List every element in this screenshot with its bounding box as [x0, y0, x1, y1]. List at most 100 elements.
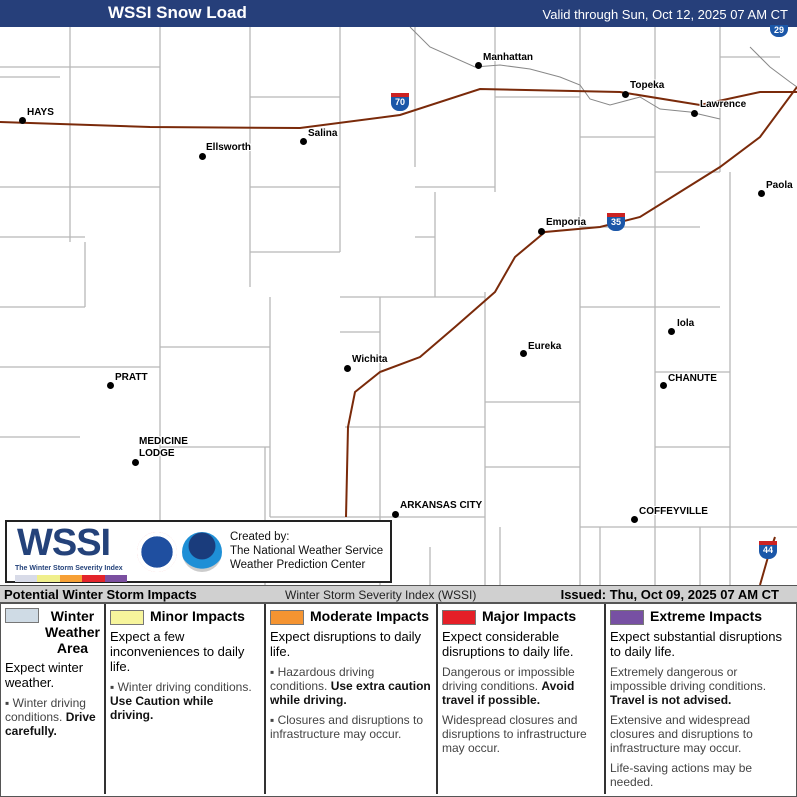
legend-heading: Moderate Impacts: [270, 608, 432, 625]
legend-item-emphasis: Avoid travel if possible.: [442, 678, 575, 707]
scale-swatch: [37, 575, 60, 582]
legend-label: Minor Impacts: [150, 608, 245, 624]
legend-item-text: Hazardous driving conditions.: [270, 664, 375, 693]
wssi-logo: WSSI: [17, 522, 111, 564]
legend-item-text: Winter driving conditions.: [117, 679, 252, 694]
city-label: Manhattan: [483, 52, 533, 63]
interstate-29-shield: 29: [770, 25, 788, 37]
legend-item: Widespread closures and disruptions to i…: [442, 713, 600, 755]
legend-lead: Expect a few inconveniences to daily lif…: [110, 628, 245, 674]
legend-heading: Extreme Impacts: [610, 608, 789, 625]
county-boundaries: [0, 27, 797, 585]
legend-item: Extensive and widespread closures and di…: [610, 713, 789, 755]
city-marker: [107, 382, 114, 389]
city-label: Wichita: [352, 354, 388, 365]
city-label: HAYS: [27, 107, 54, 118]
city-marker: [631, 516, 638, 523]
legend-item-emphasis: Drive carefully.: [5, 710, 96, 738]
legend-swatch: [610, 609, 644, 625]
city-marker: [475, 62, 482, 69]
legend-item-text: Extremely dangerous or impossible drivin…: [610, 664, 767, 693]
legend-lead: Expect considerable disruptions to daily…: [442, 628, 574, 659]
city-marker: [344, 365, 351, 372]
legend-winter-weather-area: Winter Weather Area Expect winter weather…: [1, 604, 106, 794]
city-label: CHANUTE: [668, 373, 717, 384]
city-marker: [691, 110, 698, 117]
legend-item-emphasis: Travel is not advised.: [610, 692, 732, 707]
wssi-subtitle: The Winter Storm Severity Index: [15, 565, 123, 572]
legend-item-text: Winter driving conditions.: [5, 696, 86, 724]
legend-heading: Minor Impacts: [110, 608, 260, 625]
map[interactable]: 70 35 29 44 HAYS Ellsworth Salina Manhattan…: [0, 25, 797, 585]
legend-label: Winter Weather Area: [45, 608, 100, 656]
legend-item-text: Dangerous or impossible driving conditio…: [442, 664, 575, 693]
legend-item: ▪ Winter driving conditions. Use Caution…: [110, 679, 252, 722]
creator-nws: The National Weather Service: [230, 545, 384, 557]
legend-swatch: [5, 608, 39, 623]
legend-heading: Major Impacts: [442, 608, 600, 625]
legend-item: Life-saving actions may be needed.: [610, 761, 789, 789]
city-marker: [392, 511, 399, 518]
city-marker: [199, 153, 206, 160]
scale-swatch: [59, 575, 83, 582]
created-by-label: Created by:: [230, 531, 290, 543]
legend-item-text: Widespread closures and disruptions to i…: [442, 712, 587, 755]
interstate-35-shield: 35: [607, 213, 625, 231]
city-marker: [132, 459, 139, 466]
legend-item-text: Closures and disruptions to infrastructu…: [270, 712, 424, 741]
legend-lead: Expect disruptions to daily life.: [270, 628, 422, 659]
wssi-logo-box: WSSI The Winter Storm Severity Index Cre…: [5, 520, 392, 583]
legend-item-emphasis: Use Caution while driving.: [110, 693, 214, 722]
creator-wpc: Weather Prediction Center: [230, 559, 366, 571]
city-marker: [300, 138, 307, 145]
legend-swatch: [270, 609, 304, 625]
city-label: Paola: [766, 180, 793, 191]
city-marker: [19, 117, 26, 124]
legend-lead: Expect winter weather.: [5, 660, 84, 690]
city-label: ARKANSAS CITY: [400, 500, 483, 511]
legend-item-text: Extensive and widespread closures and di…: [610, 712, 753, 755]
index-name: Winter Storm Severity Index (WSSI): [285, 588, 477, 602]
scale-swatch: [82, 575, 105, 582]
city-label: Eureka: [528, 341, 562, 352]
city-marker: [520, 350, 527, 357]
city-label: Ellsworth: [206, 142, 252, 153]
severity-scale: [15, 575, 128, 582]
legend-extreme-impacts: Extreme Impacts Expect substantial disrup…: [606, 604, 793, 794]
legend-item-emphasis: Use extra caution while driving.: [270, 678, 431, 707]
map-title: WSSI Snow Load: [108, 3, 247, 22]
legend-major-impacts: Major Impacts Expect considerable disrupt…: [438, 604, 606, 794]
header: WSSI Snow Load Valid through Sun, Oct 12…: [0, 0, 797, 27]
valid-time: Valid through Sun, Oct 12, 2025 07 AM CT: [542, 7, 788, 22]
city-label: COFFEYVILLE: [639, 506, 708, 517]
city-label: Salina: [308, 128, 338, 139]
city-label: Lawrence: [700, 99, 747, 110]
noaa-logo-icon: [182, 532, 222, 572]
scale-swatch: [15, 575, 38, 582]
legend-item-text: Life-saving actions may be needed.: [610, 760, 753, 789]
city-label: PRATT: [115, 372, 148, 383]
city-label: MEDICINE LODGE: [139, 436, 188, 459]
legend-item: ▪ Closures and disruptions to infrastruc…: [270, 712, 424, 741]
legend-label: Extreme Impacts: [650, 608, 763, 624]
issued-time: Issued: Thu, Oct 09, 2025 07 AM CT: [560, 587, 779, 602]
impact-legend: Winter Weather Area Expect winter weather…: [0, 603, 797, 797]
interstate-70-shield: 70: [391, 93, 409, 111]
impacts-heading: Potential Winter Storm Impacts: [4, 587, 197, 602]
legend-item: ▪ Hazardous driving conditions. Use extr…: [270, 664, 431, 707]
legend-label: Major Impacts: [482, 608, 577, 624]
legend-item: Extremely dangerous or impossible drivin…: [610, 665, 789, 707]
city-marker: [758, 190, 765, 197]
nws-logo-icon: [137, 532, 177, 572]
city-marker: [660, 382, 667, 389]
interstate-44-shield: 44: [759, 541, 777, 559]
legend-moderate-impacts: Moderate Impacts Expect disruptions to da…: [266, 604, 438, 794]
city-marker: [668, 328, 675, 335]
legend-label: Moderate Impacts: [310, 608, 430, 624]
legend-swatch: [110, 609, 144, 625]
scale-swatch: [104, 575, 128, 582]
legend-item: Dangerous or impossible driving conditio…: [442, 665, 600, 707]
city-marker: [622, 91, 629, 98]
city-marker: [538, 228, 545, 235]
legend-minor-impacts: Minor Impacts Expect a few inconveniences…: [106, 604, 266, 794]
